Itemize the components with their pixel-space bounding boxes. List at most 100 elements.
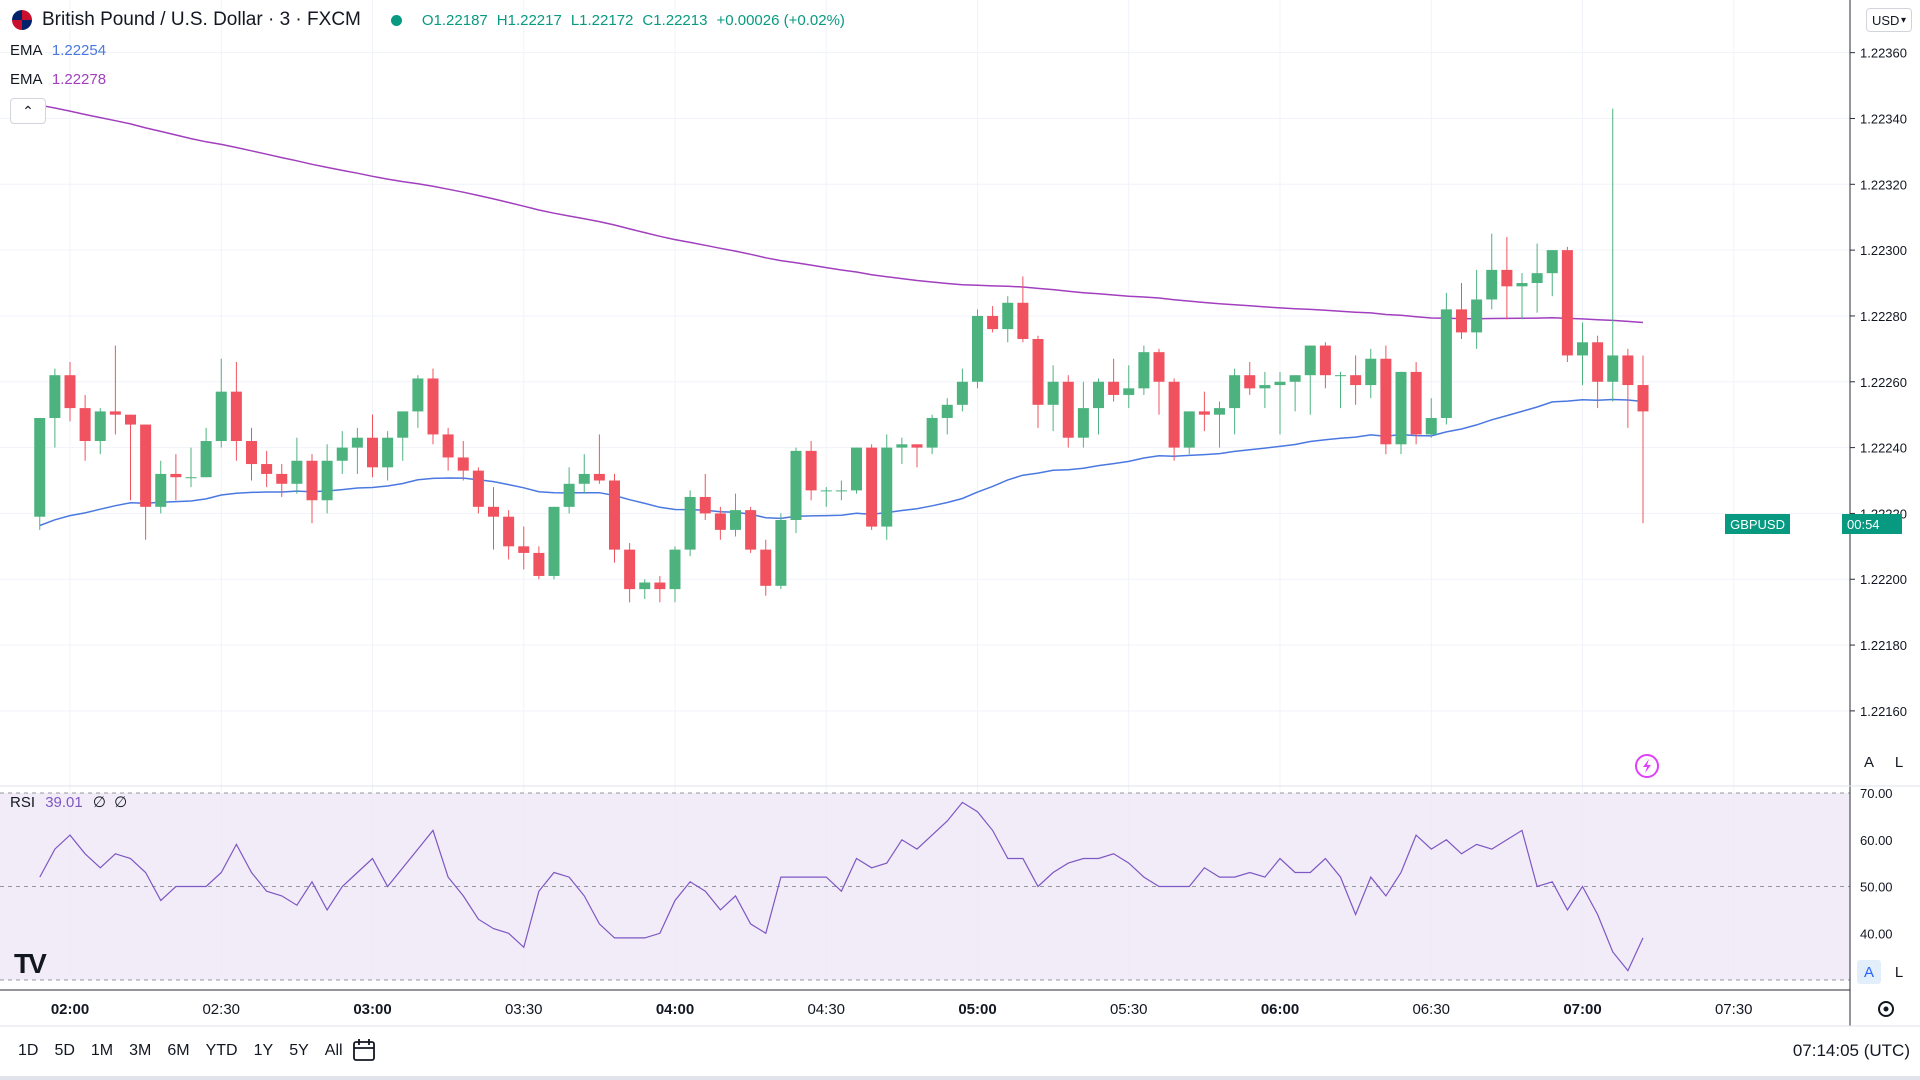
candle-body bbox=[1425, 417, 1437, 435]
candle-body bbox=[367, 437, 378, 468]
range-button-all[interactable]: All bbox=[324, 1042, 343, 1059]
time-tick-label: 07:30 bbox=[1715, 1001, 1753, 1018]
auto-scale-button[interactable]: A bbox=[1863, 753, 1874, 771]
low-value: L1.22172 bbox=[570, 11, 634, 29]
range-button-1m[interactable]: 1M bbox=[90, 1042, 114, 1059]
range-button-5y[interactable]: 5Y bbox=[289, 1042, 309, 1059]
candle-body bbox=[200, 441, 212, 478]
candle-body bbox=[382, 437, 394, 468]
candle-body bbox=[1471, 299, 1483, 333]
candle-body bbox=[170, 473, 182, 478]
time-axis[interactable]: 02:00 02:30 03:00 03:30 04:00 04:30 05:00 05:30… bbox=[51, 1001, 1753, 1018]
ema-slow-line bbox=[39, 104, 1644, 324]
candle-body bbox=[790, 450, 802, 520]
candle-body bbox=[1592, 342, 1604, 382]
range-button-1d[interactable]: 1D bbox=[18, 1042, 39, 1059]
candle-body bbox=[1002, 302, 1014, 330]
rsi-log-scale-button[interactable]: L bbox=[1894, 963, 1904, 981]
candle-body bbox=[956, 381, 968, 405]
range-button-ytd[interactable]: YTD bbox=[205, 1042, 238, 1059]
calendar-range-icon[interactable] bbox=[353, 1039, 375, 1061]
candle-body bbox=[775, 520, 787, 586]
time-tick-label: 05:30 bbox=[1110, 1001, 1148, 1018]
candle-body bbox=[1259, 385, 1271, 389]
price-tick-label: 1.22320 bbox=[1860, 177, 1907, 192]
rsi-series bbox=[39, 801, 1644, 972]
candle-body bbox=[1395, 371, 1407, 445]
candle-body bbox=[941, 404, 953, 418]
candle-body bbox=[548, 506, 560, 576]
rsi-line bbox=[39, 801, 1644, 972]
price-tick-label: 1.22200 bbox=[1860, 572, 1907, 587]
candle-body bbox=[1486, 269, 1498, 300]
tradingview-logo[interactable]: TV bbox=[14, 948, 47, 979]
ema-fast-label: EMA bbox=[10, 42, 42, 59]
candle-body bbox=[972, 315, 983, 382]
candle-body bbox=[230, 391, 242, 442]
candle-body bbox=[1380, 358, 1392, 445]
price-tick-label: 1.22160 bbox=[1860, 704, 1907, 719]
candle-body bbox=[1546, 250, 1558, 274]
gear-icon[interactable] bbox=[1878, 1001, 1894, 1017]
range-button-1y[interactable]: 1Y bbox=[253, 1042, 274, 1059]
candle-body bbox=[1319, 345, 1331, 376]
candle-body bbox=[306, 460, 318, 501]
range-button-3m[interactable]: 3M bbox=[129, 1042, 152, 1059]
candle-body bbox=[639, 582, 651, 590]
symbol-title[interactable]: British Pound / U.S. Dollar · 3 · FXCM bbox=[42, 9, 361, 30]
grid-lines bbox=[0, 0, 1850, 980]
candle-body bbox=[397, 411, 409, 438]
rsi-axis[interactable]: 40.00 50.00 60.00 70.00 bbox=[1860, 786, 1893, 941]
candle-body bbox=[336, 447, 348, 461]
price-axis[interactable]: 1.221601.221801.222001.222201.222401.222… bbox=[1850, 46, 1907, 719]
price-tick-label: 1.22260 bbox=[1860, 375, 1907, 390]
rsi-legend[interactable]: RSI 39.01 ∅ ∅ bbox=[10, 793, 127, 811]
candle-body bbox=[246, 441, 257, 465]
range-button-6m[interactable]: 6M bbox=[167, 1042, 190, 1059]
chevron-down-icon: ▾ bbox=[1900, 14, 1906, 26]
range-toolbar: 1D 5D 1M 3M 6M YTD 1Y 5Y All bbox=[0, 1026, 1920, 1076]
currency-label: USD bbox=[1872, 12, 1900, 28]
candle-body bbox=[745, 510, 757, 550]
candle-body bbox=[609, 480, 620, 550]
candlestick-series[interactable] bbox=[34, 108, 1649, 603]
candle-body bbox=[624, 549, 636, 590]
candle-body bbox=[518, 546, 530, 553]
candle-body bbox=[1350, 375, 1362, 386]
candle-body bbox=[34, 417, 46, 517]
candle-body bbox=[760, 549, 772, 586]
candle-body bbox=[1456, 309, 1467, 333]
clock-display[interactable]: 07:14:05 (UTC) bbox=[1792, 1041, 1910, 1060]
candle-body bbox=[109, 411, 121, 415]
bottom-strip bbox=[0, 1076, 1920, 1080]
candle-body bbox=[94, 411, 106, 442]
time-tick-label: 04:30 bbox=[807, 1001, 845, 1018]
candle-body bbox=[442, 434, 454, 458]
candle-body bbox=[926, 417, 938, 448]
log-scale-button[interactable]: L bbox=[1894, 753, 1904, 771]
ema-slow-legend[interactable]: EMA 1.22278 bbox=[10, 71, 106, 88]
time-tick-label: 03:00 bbox=[353, 1001, 391, 1018]
candle-body bbox=[291, 460, 303, 484]
ema-fast-legend[interactable]: EMA 1.22254 bbox=[10, 42, 106, 59]
candle-body bbox=[654, 582, 666, 590]
candle-body bbox=[896, 444, 908, 448]
collapse-legend-button[interactable]: ⌃ bbox=[10, 98, 46, 124]
range-button-5d[interactable]: 5D bbox=[54, 1042, 75, 1059]
candle-body bbox=[730, 510, 741, 530]
rsi-value: 39.01 bbox=[45, 794, 83, 811]
candle-body bbox=[1304, 345, 1316, 376]
candle-body bbox=[1032, 338, 1044, 405]
candle-body bbox=[261, 464, 273, 474]
rsi-auto-scale-button[interactable]: A bbox=[1857, 960, 1881, 984]
price-tick-label: 1.22180 bbox=[1860, 638, 1907, 653]
lightning-icon[interactable] bbox=[1635, 754, 1659, 778]
open-value: O1.22187 bbox=[421, 11, 488, 29]
candle-body bbox=[578, 473, 590, 484]
candle-body bbox=[488, 506, 499, 517]
candle-body bbox=[1501, 269, 1513, 287]
currency-selector[interactable]: USD ▾ bbox=[1866, 8, 1912, 32]
candle-body bbox=[1440, 309, 1452, 418]
candle-body bbox=[714, 513, 726, 530]
